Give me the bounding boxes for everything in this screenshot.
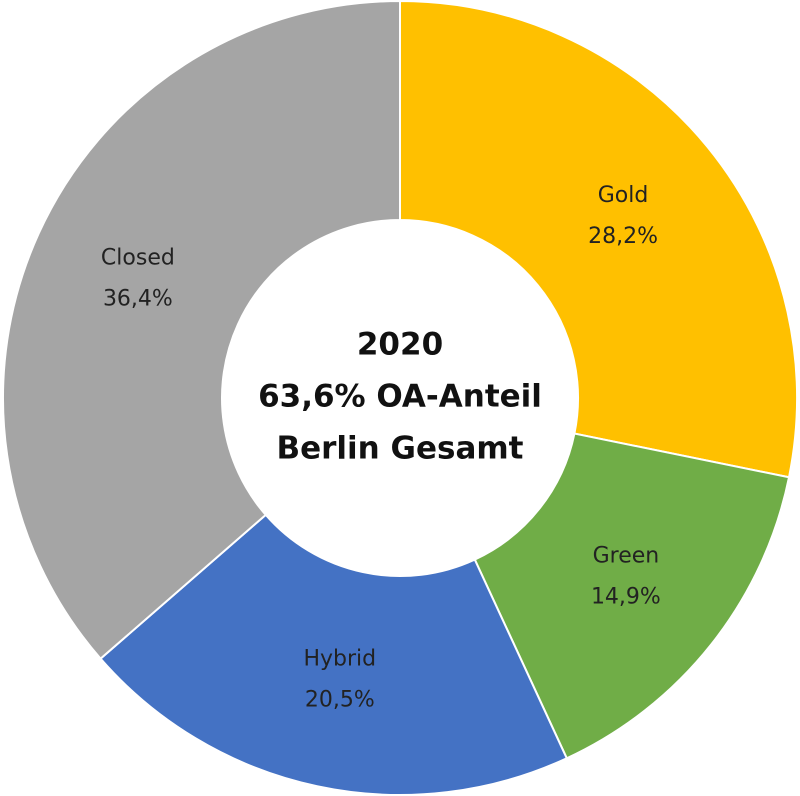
- center-text: Berlin Gesamt: [276, 431, 523, 467]
- donut-segment: [399, 0, 798, 479]
- value-label: 14,9%: [591, 585, 661, 610]
- value-label: 28,2%: [588, 224, 658, 249]
- donut-segment: [473, 432, 791, 760]
- value-label: 36,4%: [103, 287, 173, 312]
- segment-label: Gold: [598, 183, 649, 208]
- segment-label: Hybrid: [303, 647, 376, 672]
- segment-label: Closed: [101, 246, 175, 271]
- segment-label: Green: [593, 544, 660, 569]
- center-text: 2020: [357, 327, 443, 363]
- value-label: 20,5%: [305, 688, 375, 713]
- center-text: 63,6% OA-Anteil: [258, 379, 542, 415]
- donut-segment: [99, 513, 569, 796]
- donut-segment: [2, 0, 401, 661]
